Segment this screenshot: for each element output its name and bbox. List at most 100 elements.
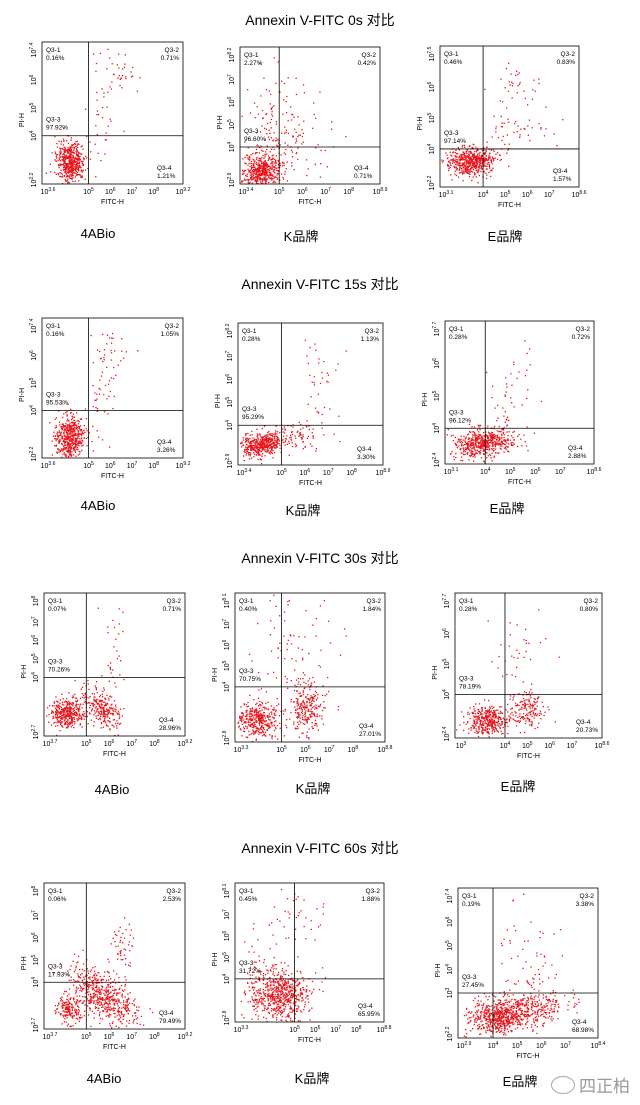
event-dot [271,711,273,713]
event-dot [267,709,269,711]
event-dot [258,689,260,691]
event-dot [265,128,268,130]
event-dot [467,171,469,173]
event-dot [265,182,267,184]
event-dot [74,693,76,695]
event-dot [505,439,507,441]
event-dot [301,712,303,715]
event-dot [63,432,65,434]
event-dot [255,710,257,712]
event-dot [100,714,102,716]
event-dot [484,159,486,161]
event-dot [49,163,52,165]
event-dot [274,439,276,441]
event-dot [246,439,248,441]
event-dot [76,699,79,701]
event-dot [257,113,260,115]
event-dot [262,165,265,167]
event-dot [102,714,104,716]
event-dot [264,708,266,710]
event-dot [311,381,313,383]
event-dot [82,157,85,159]
event-dot [96,114,98,116]
event-dot [64,180,67,182]
event-dot [276,441,278,444]
event-dot [306,355,308,357]
event-dot [466,165,468,167]
event-dot [245,454,247,456]
event-dot [305,425,307,427]
event-dot [302,701,304,703]
event-dot [57,725,59,727]
event-dot [58,435,60,437]
event-dot [504,447,506,449]
event-dot [448,160,450,162]
event-dot [470,150,472,153]
event-dot [260,181,262,183]
event-dot [450,435,452,437]
event-dot [304,705,306,707]
event-dot [461,441,464,443]
event-dot [118,717,120,720]
event-dot [80,443,83,445]
event-dot [271,178,273,180]
event-dot [465,156,467,159]
event-dot [67,147,69,149]
event-dot [469,440,471,442]
event-dot [67,172,70,174]
event-dot [251,175,253,177]
event-dot [306,719,308,721]
event-dot [73,159,76,162]
event-dot [108,699,110,701]
event-dot [464,451,467,453]
event-dot [61,693,63,695]
event-dot [77,169,79,171]
event-dot [79,442,82,445]
quadrant-label-q3-2: Q3-2 [165,47,180,54]
event-dot [262,442,264,444]
event-dot [83,429,85,432]
event-dot [313,712,315,715]
plot-frame [439,45,580,188]
event-dot [62,159,64,161]
event-dot [246,437,249,440]
event-dot [249,455,251,457]
event-dot [276,139,278,142]
event-dot [282,176,284,179]
event-dot [501,126,504,128]
event-dot [58,720,60,723]
event-dot [78,151,80,153]
event-dot [67,157,69,159]
event-dot [510,397,512,399]
event-dot [282,162,284,164]
event-dot [72,439,74,441]
event-dot [462,167,465,169]
event-dot [51,711,53,714]
event-dot [478,433,480,436]
event-dot [60,148,62,150]
event-dot [480,449,482,452]
event-dot [258,715,260,717]
event-dot [262,731,265,734]
event-dot [73,152,76,154]
event-dot [108,710,111,712]
tick-label: 104 [31,672,40,683]
event-dot [245,448,248,450]
event-dot [476,155,479,157]
event-dot [136,90,138,92]
event-dot [265,165,268,167]
event-dot [456,161,458,164]
event-dot [265,180,268,182]
event-dot [476,159,479,161]
event-dot [262,448,264,451]
event-dot [290,439,293,441]
event-dot [479,162,481,164]
event-dot [56,154,59,156]
event-dot [68,443,71,445]
event-dot [491,170,493,172]
event-dot [302,714,304,717]
event-dot [60,722,62,725]
event-dot [491,436,493,438]
event-dot [464,161,466,163]
event-dot [480,159,482,161]
